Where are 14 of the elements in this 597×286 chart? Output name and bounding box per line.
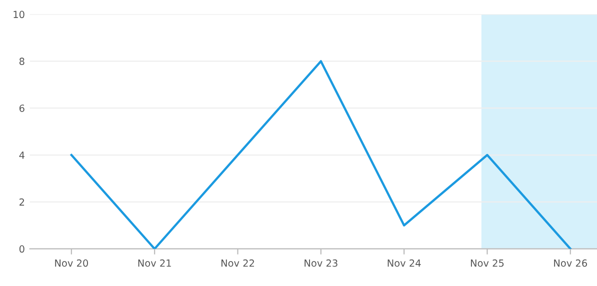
y-tick-label: 0 xyxy=(19,245,24,253)
y-tick-label: 6 xyxy=(19,104,24,112)
x-tick-label: Nov 23 xyxy=(304,259,338,267)
y-tick-label: 8 xyxy=(19,58,24,66)
x-tick-label: Nov 24 xyxy=(388,259,421,267)
x-tick-label: Nov 25 xyxy=(470,259,504,267)
y-tick-label: 2 xyxy=(20,198,24,206)
y-tick-label: 4 xyxy=(19,152,24,159)
y-tick-label: 10 xyxy=(14,10,24,18)
x-tick-label: Nov 22 xyxy=(221,259,254,267)
x-tick-label: Nov 20 xyxy=(55,259,88,267)
x-tick-label: Nov 21 xyxy=(138,259,171,267)
line-series xyxy=(70,60,572,249)
x-tick-label: Nov 26 xyxy=(554,259,587,267)
